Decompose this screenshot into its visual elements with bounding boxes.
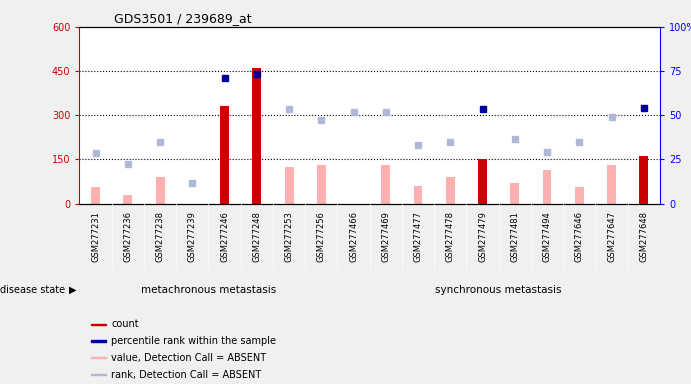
- Text: GSM277246: GSM277246: [220, 211, 229, 262]
- Text: GSM277646: GSM277646: [575, 211, 584, 262]
- Text: GSM277477: GSM277477: [413, 211, 423, 262]
- Text: GSM277253: GSM277253: [285, 211, 294, 262]
- Text: value, Detection Call = ABSENT: value, Detection Call = ABSENT: [111, 353, 267, 363]
- Bar: [607, 165, 616, 204]
- Bar: [91, 340, 106, 342]
- Bar: [91, 374, 106, 375]
- Text: synchronous metastasis: synchronous metastasis: [435, 285, 562, 295]
- Bar: [124, 195, 132, 204]
- Bar: [511, 183, 519, 204]
- Text: rank, Detection Call = ABSENT: rank, Detection Call = ABSENT: [111, 369, 262, 379]
- Text: metachronous metastasis: metachronous metastasis: [141, 285, 276, 295]
- Text: percentile rank within the sample: percentile rank within the sample: [111, 336, 276, 346]
- Bar: [220, 106, 229, 204]
- Bar: [91, 323, 106, 325]
- Bar: [639, 156, 648, 204]
- Text: GSM277466: GSM277466: [349, 211, 358, 262]
- Bar: [252, 68, 261, 204]
- Bar: [542, 170, 551, 204]
- Text: count: count: [111, 319, 139, 329]
- Text: GSM277481: GSM277481: [510, 211, 520, 262]
- Text: ▶: ▶: [68, 285, 76, 295]
- Text: GSM277494: GSM277494: [542, 211, 551, 262]
- Text: GSM277478: GSM277478: [446, 211, 455, 262]
- Text: GSM277647: GSM277647: [607, 211, 616, 262]
- Bar: [575, 187, 584, 204]
- Text: GSM277648: GSM277648: [639, 211, 648, 262]
- Bar: [285, 167, 294, 204]
- Bar: [91, 187, 100, 204]
- Text: GSM277238: GSM277238: [155, 211, 164, 262]
- Bar: [414, 186, 422, 204]
- Text: disease state: disease state: [0, 285, 65, 295]
- Text: GSM277469: GSM277469: [381, 211, 390, 262]
- Text: GSM277239: GSM277239: [188, 211, 197, 262]
- Text: GSM277248: GSM277248: [252, 211, 261, 262]
- Text: GSM277231: GSM277231: [91, 211, 100, 262]
- Text: GSM277479: GSM277479: [478, 211, 487, 262]
- Bar: [478, 159, 487, 204]
- Text: GSM277256: GSM277256: [316, 211, 326, 262]
- Bar: [155, 177, 164, 204]
- Bar: [91, 357, 106, 358]
- Bar: [317, 165, 325, 204]
- Bar: [381, 165, 390, 204]
- Text: GSM277236: GSM277236: [123, 211, 133, 262]
- Bar: [446, 177, 455, 204]
- Text: GDS3501 / 239689_at: GDS3501 / 239689_at: [114, 12, 252, 25]
